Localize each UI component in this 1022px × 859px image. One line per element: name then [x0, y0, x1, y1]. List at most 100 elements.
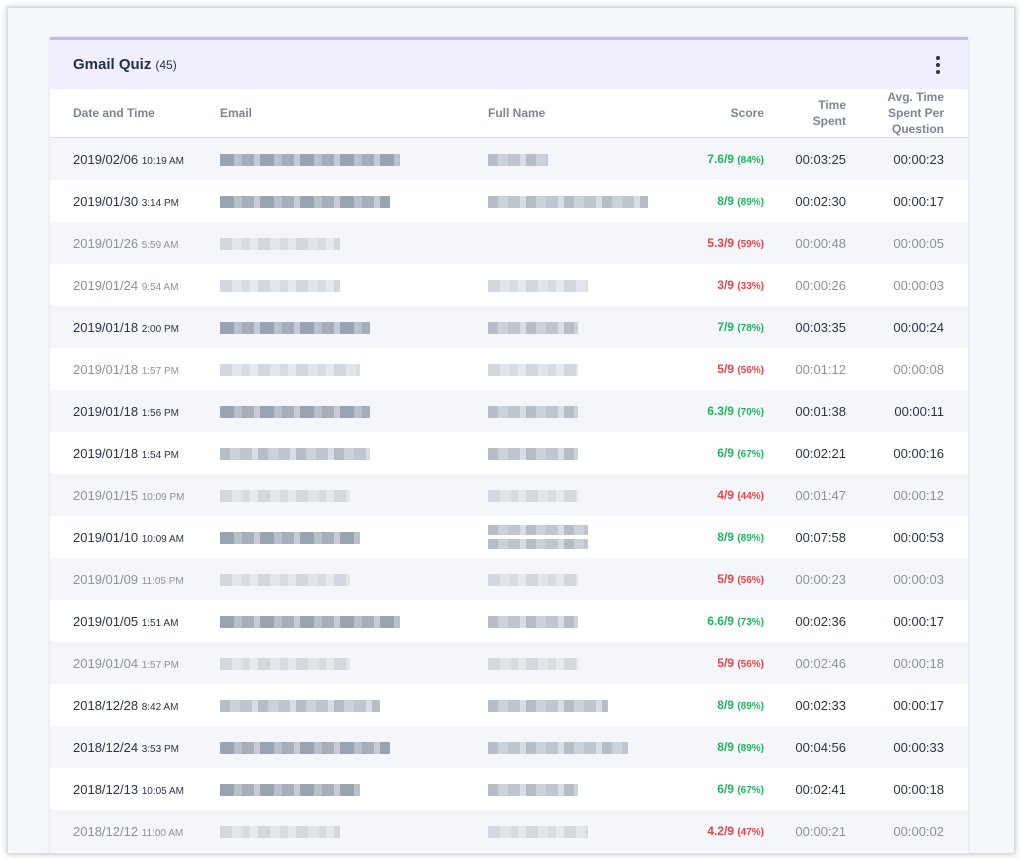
column-header-full-name[interactable]: Full Name — [488, 89, 693, 138]
avg-time-cell: 00:00:18 — [893, 781, 944, 797]
column-header-avg-time[interactable]: Avg. Time Spent Per Question — [846, 89, 968, 138]
card-header: Gmail Quiz (45) — [50, 40, 968, 89]
table-row[interactable]: 2018/12/28 8:42 AM 8/9 (89%) 00:02:33 00:00… — [50, 684, 968, 726]
date-cell: 2019/01/09 11:05 PM — [50, 558, 220, 600]
screenshot-frame: Gmail Quiz (45) Date and Time Email Full … — [7, 7, 1015, 854]
redacted-email — [220, 700, 380, 713]
time-spent-cell: 00:00:23 — [795, 571, 846, 587]
name-cell — [488, 222, 693, 264]
time-text: 3:53 PM — [141, 743, 179, 755]
date-cell: 2019/01/05 1:51 AM — [50, 600, 220, 642]
email-cell — [220, 600, 488, 642]
table-row[interactable]: 2019/01/18 1:57 PM 5/9 (56%) 00:01:12 00:00… — [50, 348, 968, 390]
table-row[interactable]: 2019/02/06 10:19 AM 7.6/9 (84%) 00:03:25 00… — [50, 137, 968, 181]
table-row[interactable]: 2019/01/26 5:59 AM 5.3/9 (59%) 00:00:48 00:… — [50, 222, 968, 264]
table-row[interactable]: 2018/12/24 3:53 PM 8/9 (89%) 00:04:56 00:00… — [50, 726, 968, 768]
name-cell — [488, 306, 693, 348]
time-spent-cell: 00:01:12 — [795, 361, 846, 377]
email-cell — [220, 222, 488, 264]
table-row[interactable]: 2019/01/18 2:00 PM 7/9 (78%) 00:03:35 00:00… — [50, 306, 968, 348]
header-line: Question — [891, 122, 944, 136]
redacted-name — [488, 152, 548, 167]
score-percent: (33%) — [737, 281, 764, 292]
score-percent: (67%) — [737, 785, 764, 796]
score-value: 4.2/9 — [707, 824, 734, 838]
date-text: 2018/12/24 — [73, 739, 139, 755]
score-percent: (84%) — [737, 155, 764, 166]
time-spent-cell: 00:02:33 — [795, 697, 846, 713]
score-cell: 6.6/9 (73%) — [693, 600, 764, 642]
redacted-name — [488, 194, 648, 209]
redacted-name — [488, 824, 588, 839]
date-cell: 2019/01/18 1:54 PM — [50, 432, 220, 474]
table-row[interactable]: 2019/01/09 11:05 PM 5/9 (56%) 00:00:23 00:0… — [50, 558, 968, 600]
table-row[interactable]: 2019/01/10 10:09 AM 8/9 (89%) 00:07:58 00:0… — [50, 516, 968, 558]
avg-time-cell: 00:00:05 — [893, 235, 944, 251]
email-cell — [220, 432, 488, 474]
date-cell: 2018/12/24 3:53 PM — [50, 726, 220, 768]
date-cell: 2018/12/28 8:42 AM — [50, 684, 220, 726]
date-text: 2019/02/06 — [73, 151, 139, 167]
score-value: 6.3/9 — [707, 404, 734, 418]
name-cell — [488, 180, 693, 222]
table-row[interactable]: 2019/01/05 1:51 AM 6.6/9 (73%) 00:02:36 00:… — [50, 600, 968, 642]
score-percent: (70%) — [737, 407, 764, 418]
column-header-date[interactable]: Date and Time — [50, 89, 220, 138]
name-cell — [488, 600, 693, 642]
name-cell — [488, 348, 693, 390]
redacted-email — [220, 574, 350, 587]
time-spent-cell: 00:03:25 — [795, 151, 846, 167]
date-text: 2019/01/26 — [73, 235, 139, 251]
table-row[interactable]: 2018/12/13 10:05 AM 6/9 (67%) 00:02:41 00:0… — [50, 768, 968, 810]
score-value: 6.6/9 — [707, 614, 734, 628]
time-spent-cell: 00:02:46 — [795, 655, 846, 671]
table-row[interactable]: 2019/01/24 9:54 AM 3/9 (33%) 00:00:26 00:00… — [50, 264, 968, 306]
time-spent-cell: 00:03:35 — [795, 319, 846, 335]
time-spent-cell: 00:02:21 — [795, 445, 846, 461]
more-options-icon[interactable] — [928, 53, 948, 77]
date-text: 2019/01/10 — [73, 529, 139, 545]
redacted-email — [220, 532, 360, 545]
column-header-time-spent[interactable]: Time Spent — [764, 89, 846, 138]
date-cell: 2019/01/18 2:00 PM — [50, 306, 220, 348]
date-cell: 2019/02/06 10:19 AM — [50, 138, 220, 181]
redacted-name — [488, 656, 578, 671]
time-text: 9:54 AM — [141, 281, 179, 293]
table-row[interactable]: 2019/01/18 1:56 PM 6.3/9 (70%) 00:01:38 00:… — [50, 390, 968, 432]
column-header-score[interactable]: Score — [693, 89, 764, 138]
table-row[interactable]: 2019/01/15 10:09 PM 4/9 (44%) 00:01:47 00:0… — [50, 474, 968, 516]
time-text: 1:56 PM — [141, 407, 179, 419]
table-row[interactable]: 2019/01/04 1:57 PM 5/9 (56%) 00:02:46 00:00… — [50, 642, 968, 684]
score-percent: (89%) — [737, 701, 764, 712]
name-cell — [488, 264, 693, 306]
table-row[interactable]: 2019/01/30 3:14 PM 8/9 (89%) 00:02:30 00:00… — [50, 180, 968, 222]
score-value: 7.6/9 — [707, 152, 734, 166]
email-cell — [220, 810, 488, 852]
date-cell: 2019/01/30 3:14 PM — [50, 180, 220, 222]
quiz-title: Gmail Quiz — [73, 55, 152, 73]
email-cell — [220, 684, 488, 726]
avg-time-cell: 00:00:24 — [893, 319, 944, 335]
time-spent-cell: 00:02:36 — [795, 613, 846, 629]
name-cell — [488, 138, 693, 181]
date-cell: 2019/01/15 10:09 PM — [50, 474, 220, 516]
table-row[interactable]: 2019/01/18 1:54 PM 6/9 (67%) 00:02:21 00:00… — [50, 432, 968, 474]
redacted-email — [220, 280, 340, 293]
date-text: 2019/01/09 — [73, 571, 139, 587]
score-value: 5/9 — [717, 572, 734, 586]
time-spent-cell: 00:00:48 — [795, 235, 846, 251]
email-cell — [220, 642, 488, 684]
name-cell — [488, 474, 693, 516]
avg-time-cell: 00:00:08 — [893, 361, 944, 377]
time-spent-cell: 00:04:56 — [795, 739, 846, 755]
column-header-email[interactable]: Email — [220, 89, 488, 138]
redacted-email — [220, 322, 370, 335]
table-row[interactable]: 2018/12/12 11:00 AM 4.2/9 (47%) 00:00:21 00… — [50, 810, 968, 852]
score-cell: 5/9 (56%) — [693, 642, 764, 684]
avg-time-cell: 00:00:03 — [893, 571, 944, 587]
time-text: 11:00 AM — [141, 827, 184, 839]
avg-time-cell: 00:00:03 — [893, 277, 944, 293]
email-cell — [220, 390, 488, 432]
redacted-email — [220, 364, 360, 377]
redacted-name — [488, 614, 578, 629]
